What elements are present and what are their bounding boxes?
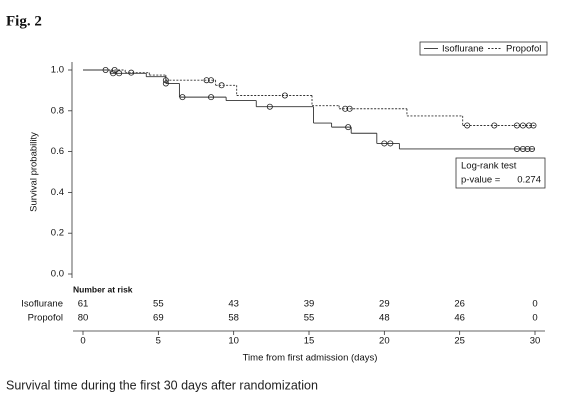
x-tick-label: 20 bbox=[379, 336, 390, 347]
risk-value: 26 bbox=[454, 299, 465, 310]
censor-mark bbox=[513, 122, 520, 129]
censor-mark bbox=[162, 77, 169, 84]
y-tick-label: 0.8 bbox=[51, 105, 64, 116]
risk-value: 61 bbox=[78, 299, 89, 310]
risk-value: 46 bbox=[454, 313, 465, 324]
censor-mark bbox=[528, 145, 535, 152]
y-tick-label: 0.0 bbox=[51, 269, 64, 280]
figure-label: Fig. 2 bbox=[6, 13, 42, 29]
y-tick-label: 0.6 bbox=[51, 146, 64, 157]
censor-mark bbox=[179, 94, 186, 101]
x-tick-label: 0 bbox=[80, 336, 85, 347]
risk-value: 80 bbox=[78, 313, 89, 324]
legend-label: Isoflurane bbox=[442, 44, 484, 55]
censor-mark bbox=[208, 77, 215, 84]
censor-mark bbox=[524, 145, 531, 152]
x-tick-label: 5 bbox=[156, 336, 161, 347]
censor-mark bbox=[218, 82, 225, 89]
censor-mark bbox=[203, 77, 210, 84]
censor-mark bbox=[128, 69, 135, 76]
censor-mark bbox=[342, 105, 349, 112]
x-tick-label: 30 bbox=[530, 336, 541, 347]
censor-mark bbox=[513, 145, 520, 152]
risk-value: 39 bbox=[304, 299, 315, 310]
censor-mark bbox=[345, 124, 352, 131]
censor-mark bbox=[464, 122, 471, 129]
risk-value: 43 bbox=[228, 299, 239, 310]
censor-mark bbox=[116, 70, 123, 77]
censor-mark bbox=[281, 92, 288, 99]
risk-value: 0 bbox=[532, 299, 537, 310]
x-tick-label: 15 bbox=[304, 336, 315, 347]
risk-value: 58 bbox=[228, 313, 239, 324]
censor-mark bbox=[102, 67, 109, 74]
censor-mark bbox=[519, 122, 526, 129]
risk-value: 55 bbox=[153, 299, 164, 310]
y-tick-label: 0.4 bbox=[51, 187, 64, 198]
censor-mark bbox=[111, 67, 118, 74]
legend-label: Propofol bbox=[506, 44, 541, 55]
risk-row-label: Isoflurane bbox=[21, 299, 63, 310]
x-tick-label: 10 bbox=[228, 336, 239, 347]
y-tick-label: 0.2 bbox=[51, 228, 64, 239]
caption: Survival time during the first 30 days a… bbox=[6, 378, 318, 392]
risk-table-title: Number at risk bbox=[73, 284, 133, 294]
censor-mark bbox=[530, 122, 537, 129]
risk-value: 29 bbox=[379, 299, 390, 310]
censor-mark bbox=[519, 145, 526, 152]
annotation-label: p-value = bbox=[461, 175, 501, 186]
legend-box bbox=[419, 41, 548, 56]
annotation-value: 0.274 bbox=[517, 175, 541, 186]
risk-value: 0 bbox=[532, 313, 537, 324]
censor-mark bbox=[162, 80, 169, 87]
x-tick-label: 25 bbox=[454, 336, 465, 347]
censor-mark bbox=[208, 94, 215, 101]
risk-row-label: Propofol bbox=[28, 313, 63, 324]
risk-value: 48 bbox=[379, 313, 390, 324]
annotation-title: Log-rank test bbox=[461, 161, 517, 172]
y-tick-label: 1.0 bbox=[51, 65, 64, 76]
censor-mark bbox=[491, 122, 498, 129]
censor-mark bbox=[387, 140, 394, 147]
risk-value: 55 bbox=[304, 313, 315, 324]
annotation-box bbox=[455, 157, 546, 189]
risk-value: 69 bbox=[153, 313, 164, 324]
censor-mark bbox=[346, 105, 353, 112]
x-axis-label: Time from first admission (days) bbox=[243, 353, 378, 364]
y-axis-label: Survival probability bbox=[29, 132, 40, 212]
censor-mark bbox=[381, 140, 388, 147]
censor-mark bbox=[110, 70, 117, 77]
censor-mark bbox=[266, 103, 273, 110]
censor-mark bbox=[525, 122, 532, 129]
